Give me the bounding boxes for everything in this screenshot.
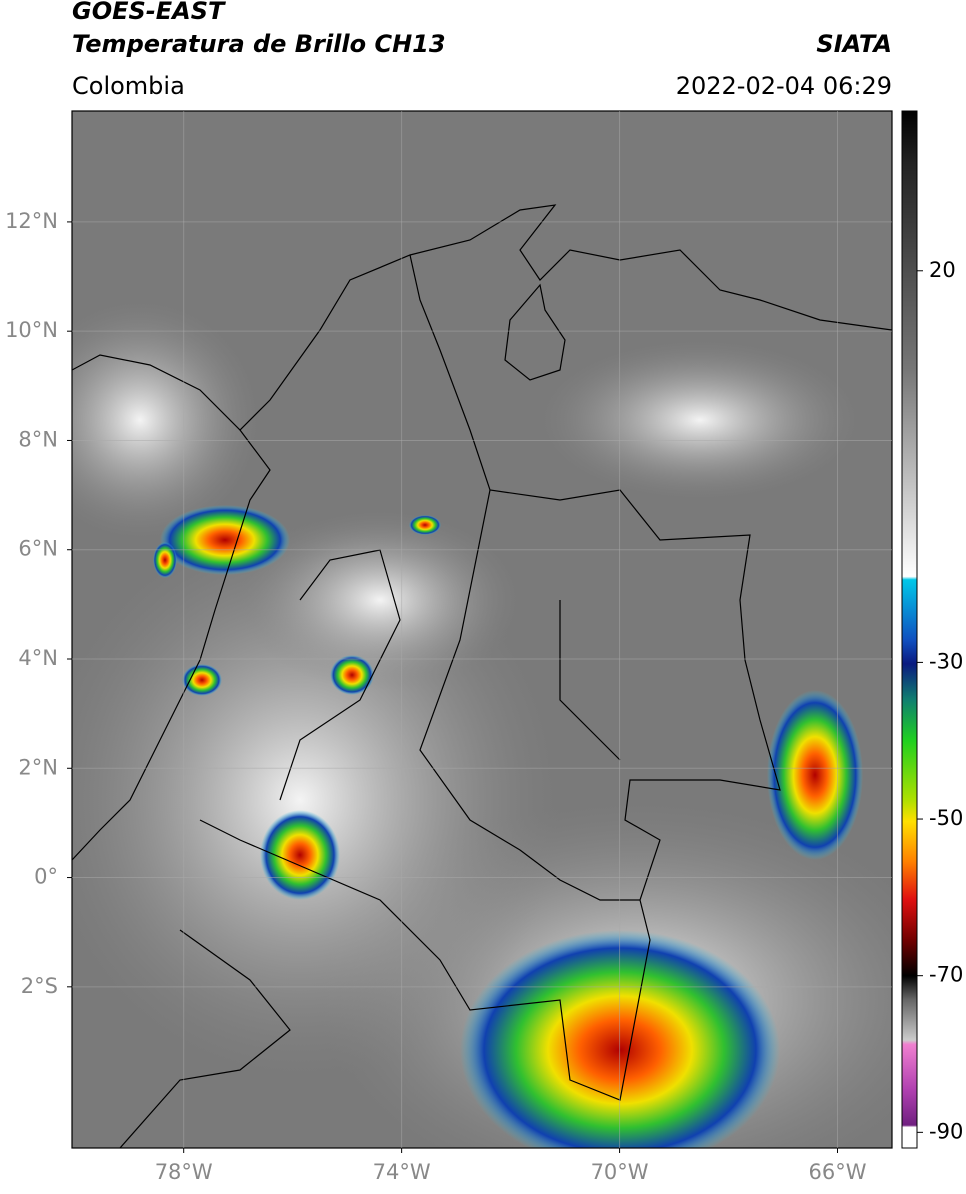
x-tick-label: 70°W	[591, 1160, 649, 1184]
title: GOES-EAST	[72, 0, 226, 25]
y-tick-label: 4°N	[18, 646, 58, 670]
datetime: 2022-02-04 06:29	[676, 72, 892, 100]
y-tick-label: 2°N	[18, 755, 58, 779]
satellite-image	[72, 111, 892, 1148]
source: SIATA	[816, 30, 892, 58]
y-tick-label: 6°N	[18, 537, 58, 561]
region: Colombia	[72, 72, 185, 100]
y-tick-label: 8°N	[18, 427, 58, 451]
y-tick-label: 0°	[34, 865, 58, 889]
x-tick-label: 66°W	[809, 1160, 867, 1184]
colorbar-tick-label: -50	[929, 806, 963, 830]
colorbar-tick-label: -70	[929, 963, 963, 987]
x-tick-label: 74°W	[373, 1160, 431, 1184]
map-frame	[71, 110, 893, 1149]
colorbar	[901, 110, 918, 1149]
colorbar-tick-label: -90	[929, 1119, 963, 1143]
colorbar-tick-label: -30	[929, 649, 963, 673]
colorbar-tick-label: 20	[929, 258, 956, 282]
y-tick-label: 2°S	[21, 974, 58, 998]
x-tick-label: 78°W	[155, 1160, 213, 1184]
y-tick-label: 10°N	[5, 318, 58, 342]
y-tick-label: 12°N	[5, 209, 58, 233]
subtitle: Temperatura de Brillo CH13	[72, 30, 446, 58]
